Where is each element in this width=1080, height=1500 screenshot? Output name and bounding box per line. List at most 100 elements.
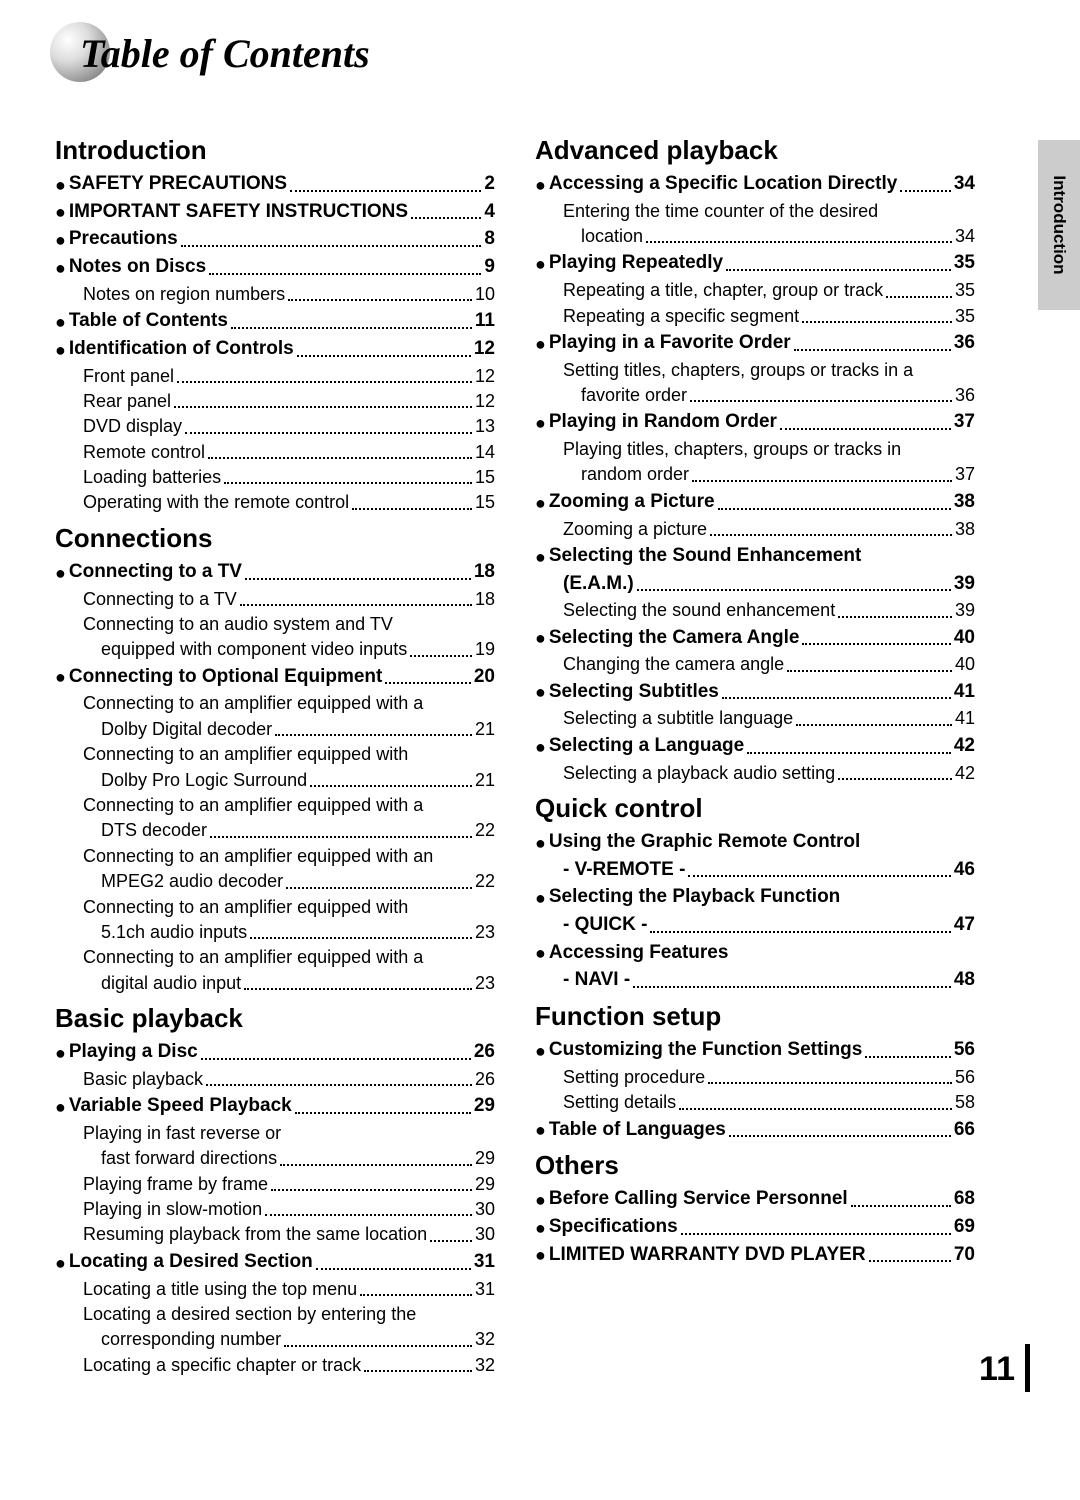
- leader-dots: [633, 969, 951, 988]
- toc-sub-entry: Locating a title using the top menu 31: [83, 1278, 495, 1301]
- section-heading: Introduction: [55, 135, 495, 166]
- toc-entry-label: Notes on region numbers: [83, 283, 285, 306]
- toc-entry-page: 46: [954, 858, 975, 883]
- leader-dots: [710, 518, 952, 536]
- leader-dots: [316, 1251, 471, 1270]
- toc-entry-label: Table of Languages: [549, 1118, 726, 1143]
- leader-dots: [722, 680, 951, 699]
- toc-entry-label: Accessing Features: [549, 941, 729, 966]
- bullet-icon: ●: [55, 668, 66, 686]
- toc-entry-label: Front panel: [83, 365, 174, 388]
- leader-dots: [364, 1354, 472, 1372]
- bullet-icon: ●: [535, 1191, 546, 1209]
- toc-sub-entry-line2: Dolby Pro Logic Surround21: [101, 769, 495, 792]
- toc-entry-page: 2: [484, 172, 495, 197]
- leader-dots: [747, 735, 951, 754]
- toc-main-entry-line2: (E.A.M.)39: [563, 572, 975, 597]
- toc-entry-label: - NAVI -: [563, 968, 630, 993]
- toc-sub-entry-line2: location34: [581, 225, 975, 248]
- bullet-icon: ●: [535, 176, 546, 194]
- leader-dots: [181, 228, 482, 247]
- toc-entry-label: Locating a desired section by entering t…: [83, 1303, 416, 1326]
- bullet-icon: ●: [535, 944, 546, 962]
- toc-sub-entry: Operating with the remote control15: [83, 491, 495, 514]
- leader-dots: [231, 310, 472, 329]
- leader-dots: [290, 173, 481, 192]
- toc-entry-page: 9: [484, 255, 495, 280]
- toc-entry-label: Repeating a title, chapter, group or tra…: [563, 279, 883, 302]
- toc-sub-entry: Changing the camera angle40: [563, 653, 975, 676]
- toc-entry-page: 56: [955, 1066, 975, 1089]
- toc-entry-label: Playing frame by frame: [83, 1173, 268, 1196]
- toc-entry-page: 36: [954, 331, 975, 356]
- toc-main-entry: ●Connecting to Optional Equipment20: [55, 665, 495, 690]
- toc-sub-entry: Remote control14: [83, 441, 495, 464]
- toc-entry-page: 36: [955, 384, 975, 407]
- bullet-icon: ●: [535, 1246, 546, 1264]
- toc-sub-entry: Repeating a title, chapter, group or tra…: [563, 279, 975, 302]
- bullet-icon: ●: [535, 548, 546, 566]
- toc-entry-label: Playing Repeatedly: [549, 251, 723, 276]
- leader-dots: [838, 762, 952, 780]
- toc-main-entry: ●LIMITED WARRANTY DVD PLAYER70: [535, 1243, 975, 1268]
- toc-left-column: Introduction ●SAFETY PRECAUTIONS2 ●IMPORTA…: [55, 127, 495, 1379]
- toc-sub-entry-line2: Dolby Digital decoder21: [101, 718, 495, 741]
- toc-entry-page: 20: [474, 665, 495, 690]
- toc-entry-label: MPEG2 audio decoder: [101, 870, 283, 893]
- toc-entry-label: digital audio input: [101, 972, 241, 995]
- toc-sub-entry-line2: 5.1ch audio inputs23: [101, 921, 495, 944]
- toc-main-entry: ●IMPORTANT SAFETY INSTRUCTIONS4: [55, 200, 495, 225]
- toc-sub-entry-line2: digital audio input 23: [101, 972, 495, 995]
- toc-entry-page: 26: [475, 1068, 495, 1091]
- toc-entry-label: Customizing the Function Settings: [549, 1038, 862, 1063]
- toc-entry-page: 37: [955, 463, 975, 486]
- side-tab: Introduction: [1038, 140, 1080, 310]
- leader-dots: [679, 1092, 952, 1110]
- bullet-icon: ●: [55, 313, 66, 331]
- section-heading: Others: [535, 1150, 975, 1181]
- toc-entry-label: - V-REMOTE -: [563, 858, 685, 883]
- toc-entry-label: Selecting a Language: [549, 734, 744, 759]
- leader-dots: [637, 572, 951, 591]
- toc-entry-label: Connecting to an amplifier equipped with: [83, 743, 408, 766]
- bullet-icon: ●: [55, 203, 66, 221]
- leader-dots: [411, 200, 481, 219]
- leader-dots: [385, 665, 471, 684]
- toc-entry-page: 23: [475, 972, 495, 995]
- bullet-icon: ●: [55, 176, 66, 194]
- toc-main-entry: ●Table of Languages66: [535, 1118, 975, 1143]
- toc-entry-label: Locating a title using the top menu: [83, 1278, 357, 1301]
- toc-entry-page: 38: [955, 518, 975, 541]
- toc-entry-label: Setting details: [563, 1091, 676, 1114]
- toc-entry-label: Table of Contents: [69, 309, 228, 334]
- toc-entry-label: Specifications: [549, 1215, 678, 1240]
- leader-dots: [886, 280, 952, 298]
- toc-entry-label: Selecting a playback audio setting: [563, 762, 835, 785]
- toc-main-entry: ●SAFETY PRECAUTIONS2: [55, 172, 495, 197]
- toc-sub-entry: Playing in slow-motion30: [83, 1198, 495, 1221]
- toc-entry-page: 12: [474, 337, 495, 362]
- toc-sub-entry: DVD display13: [83, 415, 495, 438]
- leader-dots: [729, 1118, 951, 1137]
- toc-entry-page: 8: [484, 227, 495, 252]
- toc-entry-label: Connecting to a TV: [69, 560, 242, 585]
- toc-sub-entry: Resuming playback from the same location…: [83, 1223, 495, 1246]
- toc-main-entry: ●Identification of Controls12: [55, 337, 495, 362]
- toc-sub-entry: Selecting the sound enhancement39: [563, 599, 975, 622]
- toc-entry-page: 15: [475, 491, 495, 514]
- bullet-icon: ●: [55, 1254, 66, 1272]
- toc-entry-label: Connecting to a TV: [83, 588, 237, 611]
- toc-entry-label: DVD display: [83, 415, 182, 438]
- bullet-icon: ●: [535, 414, 546, 432]
- leader-dots: [690, 384, 952, 402]
- bullet-icon: ●: [535, 335, 546, 353]
- toc-entry-page: 40: [954, 626, 975, 651]
- toc-sub-entry-line2: MPEG2 audio decoder22: [101, 870, 495, 893]
- toc-entry-page: 31: [475, 1278, 495, 1301]
- toc-entry-page: 22: [475, 819, 495, 842]
- toc-entry-label: Rear panel: [83, 390, 171, 413]
- toc-entry-label: Locating a Desired Section: [69, 1250, 313, 1275]
- toc-sub-entry: Connecting to a TV18: [83, 588, 495, 611]
- section-heading: Advanced playback: [535, 135, 975, 166]
- toc-entry-label: Zooming a Picture: [549, 490, 715, 515]
